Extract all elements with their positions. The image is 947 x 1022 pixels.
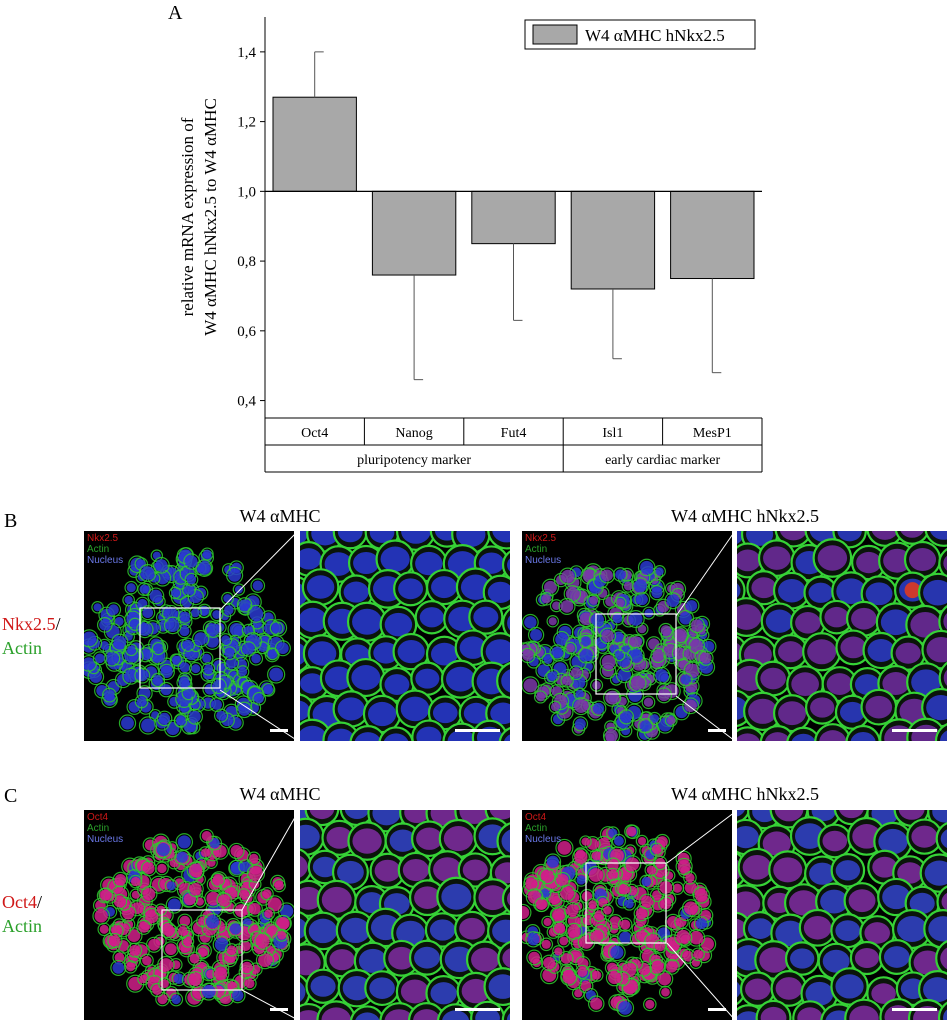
overlay-legend: Oct4 Actin Nucleus — [525, 812, 561, 845]
overlay-nucleus: Nucleus — [87, 834, 124, 845]
micrograph-b1-overview: Nkx2.5 Actin Nucleus — [84, 531, 294, 741]
overlay-marker: Nkx2.5 — [87, 533, 119, 544]
micrograph-c2-zoom — [737, 810, 947, 1020]
panel-b-letter: B — [4, 510, 18, 532]
micrograph-b2-overview: Nkx2.5 Actin Nucleus — [522, 531, 732, 741]
overlay-nucleus: Nucleus — [87, 555, 124, 566]
y-tick-label: 0,6 — [237, 324, 256, 340]
y-axis-label: relative mRNA expression of — [178, 117, 197, 316]
panel-b-title-left: W4 αMHC — [239, 506, 321, 526]
overlay-marker: Oct4 — [87, 812, 109, 823]
panel-a-letter: A — [168, 2, 183, 24]
panel-c-title-right: W4 αMHC hNkx2.5 — [671, 784, 819, 804]
overlay-actin: Actin — [87, 544, 110, 555]
y-tick-label: 1,2 — [237, 115, 256, 131]
overlay-legend: Nkx2.5 Actin Nucleus — [87, 533, 123, 566]
category-label: Nanog — [395, 426, 432, 441]
bar — [670, 190, 755, 280]
overlay-legend: Oct4 Actin Nucleus — [87, 812, 123, 845]
side-label-slash: / — [37, 892, 43, 912]
zoom-connectors-b — [219, 530, 736, 742]
overlay-marker: Nkx2.5 — [525, 533, 557, 544]
y-axis-label: W4 αMHC hNkx2.5 to W4 αMHC — [201, 98, 220, 336]
group-label: pluripotency marker — [357, 453, 471, 468]
category-label: Isl1 — [602, 426, 623, 441]
y-tick-label: 1,0 — [237, 184, 256, 200]
overlay-legend: Nkx2.5 Actin Nucleus — [525, 533, 561, 566]
overlay-nucleus: Nucleus — [525, 834, 562, 845]
category-label: Oct4 — [301, 426, 328, 441]
side-label-actin: Actin — [2, 916, 42, 936]
y-tick-label: 0,8 — [237, 254, 256, 270]
y-tick-label: 0,4 — [237, 394, 256, 410]
micrograph-c2-overview: Oct4 Actin Nucleus — [522, 810, 732, 1020]
panel-b-side-label: Nkx2.5/ Actin — [2, 612, 61, 660]
bar — [471, 190, 556, 245]
panel-c-letter: C — [4, 785, 18, 807]
panel-b-title-right: W4 αMHC hNkx2.5 — [671, 506, 819, 526]
bar-chart: 0,4 0,6 0,8 1,0 1,2 1,4 Oct4 Nanog Fut4 Isl1 MesP1… — [178, 17, 763, 473]
panel-c-side-label: Oct4/ Actin — [2, 890, 42, 938]
group-label: early cardiac marker — [605, 453, 720, 468]
overlay-marker: Oct4 — [525, 812, 547, 823]
micrograph-c1-zoom — [300, 810, 510, 1020]
overlay-actin: Actin — [525, 544, 548, 555]
micrograph-b1-zoom — [300, 531, 510, 741]
micrograph-b2-zoom — [737, 531, 947, 741]
micrograph-c1-overview: Oct4 Actin Nucleus — [84, 810, 294, 1020]
side-label-marker: Oct4 — [2, 892, 37, 912]
overlay-actin: Actin — [87, 823, 110, 834]
legend-swatch — [532, 24, 578, 45]
zoom-connectors-c — [241, 811, 736, 1021]
overlay-nucleus: Nucleus — [525, 555, 562, 566]
y-tick-label: 1,4 — [237, 45, 256, 61]
legend-label: W4 αMHC hNkx2.5 — [585, 26, 725, 45]
bar — [272, 96, 357, 192]
category-label: MesP1 — [693, 426, 732, 441]
category-label: Fut4 — [501, 426, 527, 441]
side-label-actin: Actin — [2, 638, 42, 658]
bar — [371, 190, 457, 276]
bar — [570, 190, 656, 290]
overlay-actin: Actin — [525, 823, 548, 834]
side-label-marker: Nkx2.5 — [2, 614, 56, 634]
side-label-slash: / — [55, 614, 61, 634]
panel-c-title-left: W4 αMHC — [239, 784, 321, 804]
